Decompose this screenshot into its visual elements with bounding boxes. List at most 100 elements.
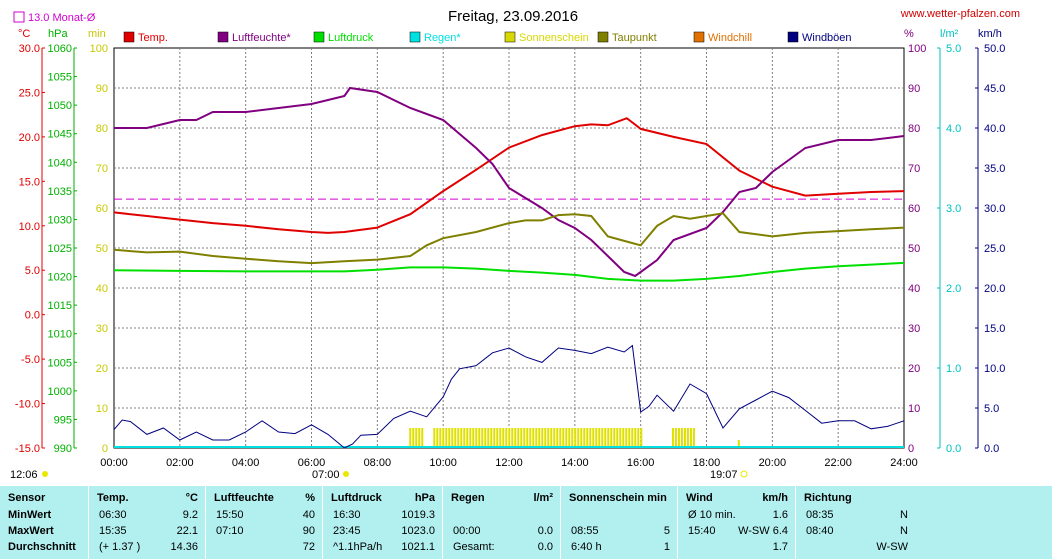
humidity-tick-label: 60 xyxy=(908,203,920,215)
sunshine-bar xyxy=(610,428,613,448)
temp-tick-label: 25.0 xyxy=(19,87,40,99)
humidity-tick-label: 80 xyxy=(908,123,920,135)
stats-header: Temp. xyxy=(97,492,129,504)
stats-cell-label: 07:10 xyxy=(216,525,244,537)
stats-cell-value: 5 xyxy=(663,525,670,537)
stats-cell-label: Ø 10 min. xyxy=(688,509,736,521)
sunshine-bar xyxy=(436,428,439,448)
sunshine-bar xyxy=(613,428,616,448)
humidity-tick-label: 30 xyxy=(908,323,920,335)
humidity-tick-label: 70 xyxy=(908,163,920,175)
sunshine-bar xyxy=(565,428,568,448)
rain-tick-label: 5.0 xyxy=(946,43,961,55)
temp-tick-label: -10.0 xyxy=(15,399,40,411)
sunshine-bar xyxy=(481,428,484,448)
temp-tick-label: 5.0 xyxy=(25,265,40,277)
sunshine-bar xyxy=(574,428,577,448)
sunshine-bar xyxy=(640,428,643,448)
sunshine-bar xyxy=(592,428,595,448)
stats-unit: °C xyxy=(185,492,198,504)
legend-swatch xyxy=(313,31,325,43)
stats-header: Regen xyxy=(451,492,485,504)
rain-unit: l/m² xyxy=(940,28,959,40)
sunshine-bar xyxy=(496,428,499,448)
stats-cell-label: 06:30 xyxy=(99,509,127,521)
grid-lines xyxy=(114,48,904,448)
x-tick-label: 00:00 xyxy=(100,457,128,469)
humidity-tick-label: 10 xyxy=(908,403,920,415)
data-series xyxy=(113,86,905,449)
sunshine-bar xyxy=(415,428,418,448)
series-windben xyxy=(113,344,905,449)
sunshine-bar xyxy=(451,428,454,448)
stats-header: Sonnenschein min xyxy=(569,492,667,504)
legend-swatch xyxy=(123,31,135,43)
legend-label: Taupunkt xyxy=(612,32,657,44)
sunshine-tick-label: 60 xyxy=(96,203,108,215)
sunshine-bar xyxy=(677,428,680,448)
sunshine-bar xyxy=(538,428,541,448)
stats-header: Sensor xyxy=(8,492,46,504)
sunshine-tick-label: 90 xyxy=(96,83,108,95)
stats-unit: l/m² xyxy=(533,492,553,504)
humidity-tick-label: 40 xyxy=(908,283,920,295)
sunshine-bar xyxy=(589,428,592,448)
stats-cell-label: 00:00 xyxy=(453,525,481,537)
rain-tick-label: 4.0 xyxy=(946,123,961,135)
legend-label: Windböen xyxy=(802,32,852,44)
sunshine-bar xyxy=(514,428,517,448)
sunshine-bar xyxy=(601,428,604,448)
sunshine-bar xyxy=(463,428,466,448)
x-tick-label: 12:00 xyxy=(495,457,523,469)
stats-header: Richtung xyxy=(804,492,852,504)
chart-legend: Temp. Luftfeuchte* Luftdruck Regen* Sonnensc… xyxy=(123,31,852,44)
sunshine-bar xyxy=(562,428,565,448)
pressure-tick-label: 1030 xyxy=(48,214,72,226)
site-url: www.wetter-pfalzen.com xyxy=(900,8,1020,20)
series-temp xyxy=(113,117,905,234)
x-tick-label: 20:00 xyxy=(759,457,787,469)
pressure-tick-label: 1020 xyxy=(48,272,72,284)
legend-label: Luftfeuchte* xyxy=(232,32,291,44)
x-tick-label: 02:00 xyxy=(166,457,194,469)
stats-column: Wind km/h Ø 10 min. 1.6 15:40 W-SW 6.4 1.7 xyxy=(677,486,796,559)
stats-cell-value: 1.6 xyxy=(772,509,788,521)
monthly-avg-marker-icon xyxy=(13,11,25,23)
rain-tick-label: 0.0 xyxy=(946,443,961,455)
stats-cell-label: 08:40 xyxy=(806,525,834,537)
stats-cell-label: 15:50 xyxy=(216,509,244,521)
wind-unit: km/h xyxy=(978,28,1002,40)
temp-tick-label: -5.0 xyxy=(21,354,40,366)
legend-label: Windchill xyxy=(708,32,752,44)
sunshine-tick-label: 80 xyxy=(96,123,108,135)
sunshine-bar xyxy=(689,428,692,448)
sunshine-bar xyxy=(529,428,532,448)
sunshine-bar xyxy=(433,428,436,448)
sunshine-bar xyxy=(595,428,598,448)
stats-cell-label: 23:45 xyxy=(333,525,361,537)
sunshine-bar xyxy=(457,428,460,448)
sunshine-bar xyxy=(671,428,674,448)
legend-label: Luftdruck xyxy=(328,32,374,44)
sunshine-tick-label: 30 xyxy=(96,323,108,335)
pressure-tick-label: 1010 xyxy=(48,329,72,341)
humidity-tick-label: 50 xyxy=(908,243,920,255)
x-tick-label: 18:00 xyxy=(693,457,721,469)
temp-unit: °C xyxy=(18,28,30,40)
temp-tick-label: 20.0 xyxy=(19,132,40,144)
stats-cell-value: 0.0 xyxy=(537,541,553,553)
sunshine-bar xyxy=(499,428,502,448)
legend-swatch xyxy=(787,31,799,43)
sunshine-bar xyxy=(472,428,475,448)
stats-cell-label: MaxWert xyxy=(8,525,54,537)
stats-cell-label: 15:35 xyxy=(99,525,127,537)
sunshine-tick-label: 40 xyxy=(96,283,108,295)
wind-tick-label: 45.0 xyxy=(984,83,1005,95)
sunshine-bar xyxy=(454,428,457,448)
pressure-unit: hPa xyxy=(48,28,68,40)
sunshine-bar xyxy=(484,428,487,448)
sunshine-bar xyxy=(475,428,478,448)
sunshine-bar xyxy=(634,428,637,448)
sunshine-bar xyxy=(502,428,505,448)
stats-header: Luftfeuchte xyxy=(214,492,274,504)
